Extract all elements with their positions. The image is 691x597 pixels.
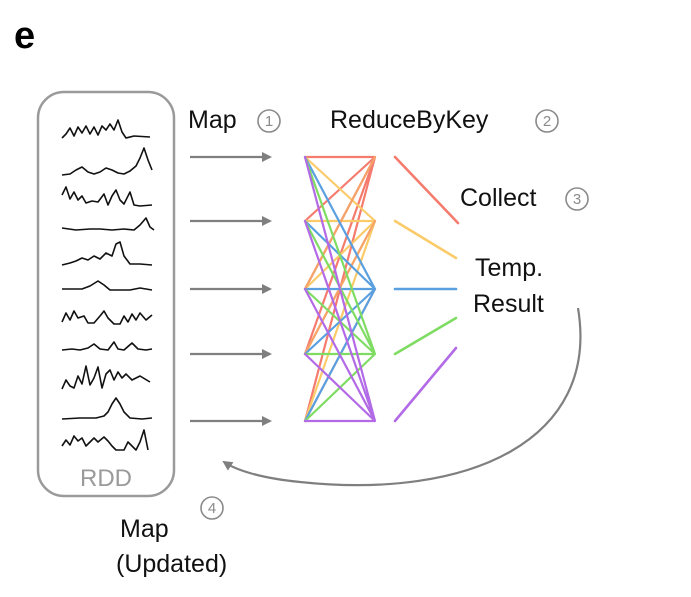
collect-line-purple — [393, 346, 458, 423]
time-series-9 — [61, 365, 151, 390]
time-series-2 — [61, 147, 153, 176]
map-updated-label-line2: (Updated) — [116, 550, 227, 578]
collect-lines — [393, 155, 460, 423]
feedback-arrow — [222, 307, 582, 487]
reduce-step-circle — [535, 109, 559, 133]
collect-line-green — [393, 316, 458, 356]
collect-step-number: 3 — [573, 191, 581, 208]
time-series-6 — [62, 280, 153, 291]
collect-step-circle — [565, 187, 589, 211]
reduce-label: ReduceByKey — [330, 106, 489, 134]
collect-label: Collect — [460, 184, 536, 212]
map-updated-step-circle — [200, 496, 224, 520]
time-series-7 — [61, 310, 153, 325]
rdd-container — [36, 90, 176, 498]
temp-result-line1: Temp. — [475, 254, 543, 282]
map-label: Map — [188, 106, 237, 134]
shuffle-purple-edges — [303, 155, 377, 423]
time-series-5 — [61, 241, 153, 266]
time-series-8 — [61, 341, 153, 351]
time-series-11 — [61, 429, 149, 451]
temp-result-line2: Result — [473, 290, 544, 318]
reduce-step-number: 2 — [543, 113, 551, 130]
shuffle-network — [303, 155, 377, 423]
map-arrows-group — [190, 152, 272, 426]
map-step-number: 1 — [265, 113, 273, 130]
map-updated-label-line1: Map — [120, 515, 169, 543]
map-updated-step-number: 4 — [208, 500, 216, 517]
rdd-label: RDD — [80, 465, 132, 492]
panel-letter: e — [14, 15, 35, 57]
rdd-time-series-group — [61, 119, 155, 451]
collect-line-red — [393, 155, 460, 225]
time-series-4 — [61, 217, 155, 231]
time-series-3 — [61, 186, 153, 207]
map-step-circle — [257, 109, 281, 133]
time-series-1 — [61, 119, 151, 139]
collect-line-yellow — [393, 219, 458, 260]
time-series-10 — [61, 397, 153, 420]
